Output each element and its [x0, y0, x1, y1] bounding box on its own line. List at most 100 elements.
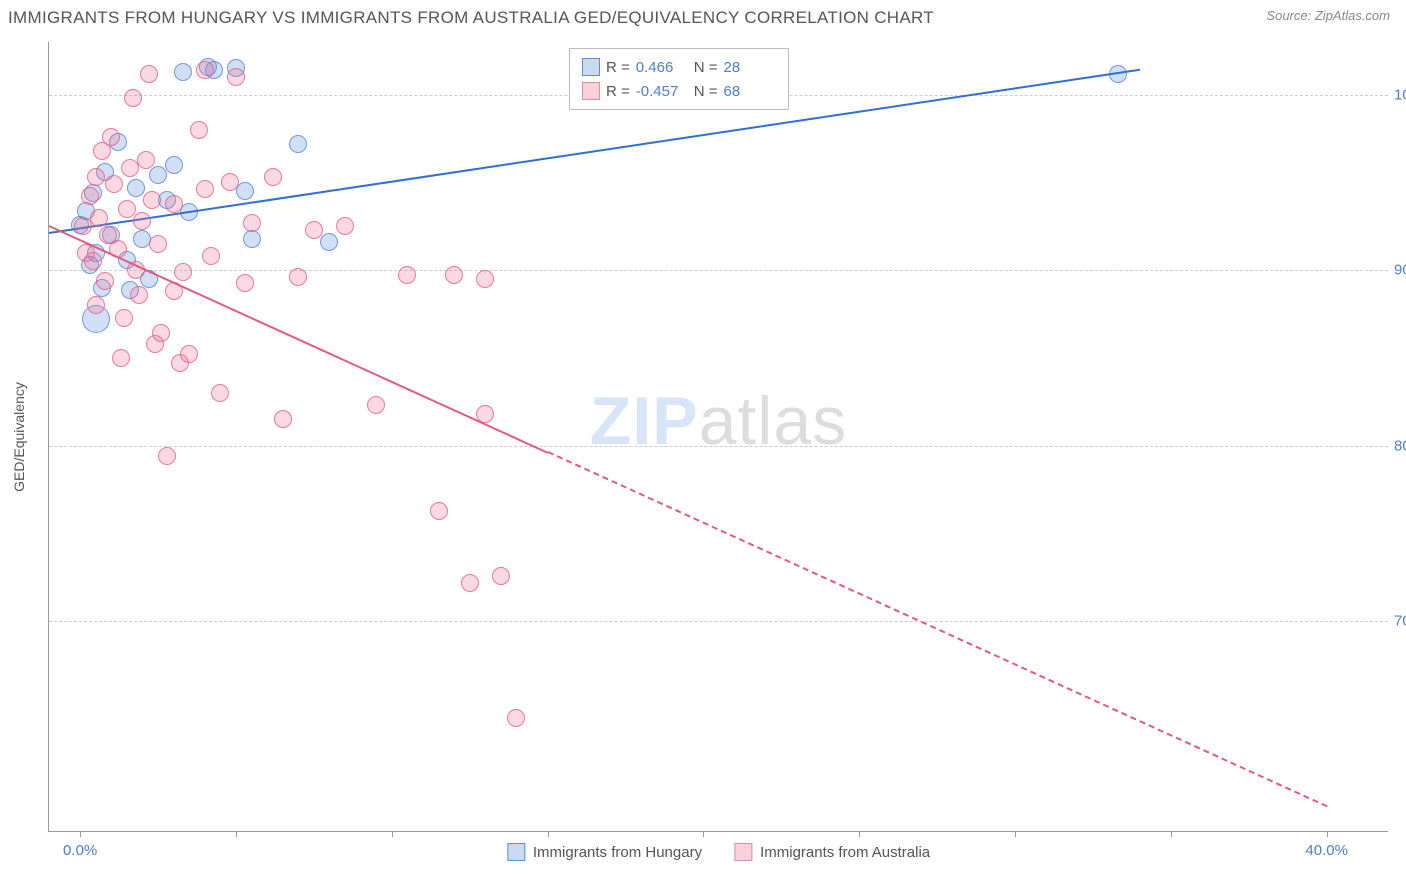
legend-item: Immigrants from Australia [734, 843, 930, 861]
y-tick-label: 70.0% [1394, 613, 1406, 630]
y-axis-label: GED/Equivalency [11, 382, 27, 492]
watermark: ZIPatlas [590, 382, 847, 460]
legend-swatch [582, 82, 600, 100]
data-point [152, 324, 170, 342]
data-point [143, 191, 161, 209]
data-point [461, 574, 479, 592]
stats-legend-row: R = 0.466 N = 28 [582, 55, 776, 79]
data-point [124, 89, 142, 107]
data-point [243, 230, 261, 248]
data-point [190, 121, 208, 139]
data-point [305, 221, 323, 239]
data-point [84, 252, 102, 270]
data-point [87, 296, 105, 314]
r-label: R = [606, 83, 630, 100]
x-tick [392, 831, 393, 837]
scatter-chart: GED/Equivalency ZIPatlas Immigrants from… [48, 42, 1388, 832]
r-value: 0.466 [636, 59, 688, 76]
data-point [289, 268, 307, 286]
legend-label: Immigrants from Australia [760, 844, 930, 861]
data-point [180, 345, 198, 363]
data-point [140, 65, 158, 83]
n-label: N = [694, 59, 718, 76]
gridline [49, 446, 1388, 447]
y-tick-label: 100.0% [1394, 86, 1406, 103]
data-point [320, 233, 338, 251]
data-point [196, 61, 214, 79]
data-point [289, 135, 307, 153]
data-point [105, 175, 123, 193]
data-point [336, 217, 354, 235]
chart-title: IMMIGRANTS FROM HUNGARY VS IMMIGRANTS FR… [8, 8, 934, 28]
stats-legend-row: R = -0.457 N = 68 [582, 79, 776, 103]
data-point [445, 266, 463, 284]
data-point [158, 447, 176, 465]
stats-legend: R = 0.466 N = 28 R = -0.457 N = 68 [569, 48, 789, 110]
data-point [81, 187, 99, 205]
source-value: ZipAtlas.com [1315, 8, 1390, 23]
trend-line [547, 451, 1327, 807]
data-point [149, 235, 167, 253]
legend-swatch [582, 58, 600, 76]
x-tick [548, 831, 549, 837]
source-label: Source: [1266, 8, 1311, 23]
x-tick [80, 831, 81, 837]
data-point [174, 63, 192, 81]
data-point [149, 166, 167, 184]
x-tick-label: 40.0% [1305, 842, 1348, 859]
n-label: N = [694, 83, 718, 100]
gridline [49, 621, 1388, 622]
data-point [127, 179, 145, 197]
legend-item: Immigrants from Hungary [507, 843, 702, 861]
gridline [49, 270, 1388, 271]
y-tick-label: 80.0% [1394, 437, 1406, 454]
data-point [211, 384, 229, 402]
series-legend: Immigrants from Hungary Immigrants from A… [507, 843, 930, 861]
data-point [165, 195, 183, 213]
data-point [243, 214, 261, 232]
data-point [118, 200, 136, 218]
y-tick-label: 90.0% [1394, 262, 1406, 279]
legend-swatch [507, 843, 525, 861]
data-point [102, 128, 120, 146]
r-value: -0.457 [636, 83, 688, 100]
data-point [236, 182, 254, 200]
legend-label: Immigrants from Hungary [533, 844, 702, 861]
data-point [264, 168, 282, 186]
data-point [492, 567, 510, 585]
data-point [196, 180, 214, 198]
r-label: R = [606, 59, 630, 76]
x-tick [1015, 831, 1016, 837]
data-point [130, 286, 148, 304]
x-tick [703, 831, 704, 837]
data-point [90, 209, 108, 227]
data-point [227, 68, 245, 86]
data-point [202, 247, 220, 265]
data-point [274, 410, 292, 428]
data-point [430, 502, 448, 520]
chart-header: IMMIGRANTS FROM HUNGARY VS IMMIGRANTS FR… [0, 0, 1406, 32]
x-tick [236, 831, 237, 837]
watermark-atlas: atlas [699, 383, 848, 459]
x-tick [1327, 831, 1328, 837]
trend-line [49, 225, 548, 454]
data-point [137, 151, 155, 169]
x-tick-label: 0.0% [63, 842, 97, 859]
data-point [96, 272, 114, 290]
data-point [165, 156, 183, 174]
data-point [112, 349, 130, 367]
x-tick [859, 831, 860, 837]
data-point [507, 709, 525, 727]
data-point [398, 266, 416, 284]
n-value: 68 [724, 83, 776, 100]
data-point [115, 309, 133, 327]
data-point [221, 173, 239, 191]
chart-source: Source: ZipAtlas.com [1266, 8, 1390, 23]
data-point [236, 274, 254, 292]
data-point [87, 168, 105, 186]
n-value: 28 [724, 59, 776, 76]
data-point [133, 212, 151, 230]
watermark-zip: ZIP [590, 383, 699, 459]
data-point [174, 263, 192, 281]
x-tick [1171, 831, 1172, 837]
